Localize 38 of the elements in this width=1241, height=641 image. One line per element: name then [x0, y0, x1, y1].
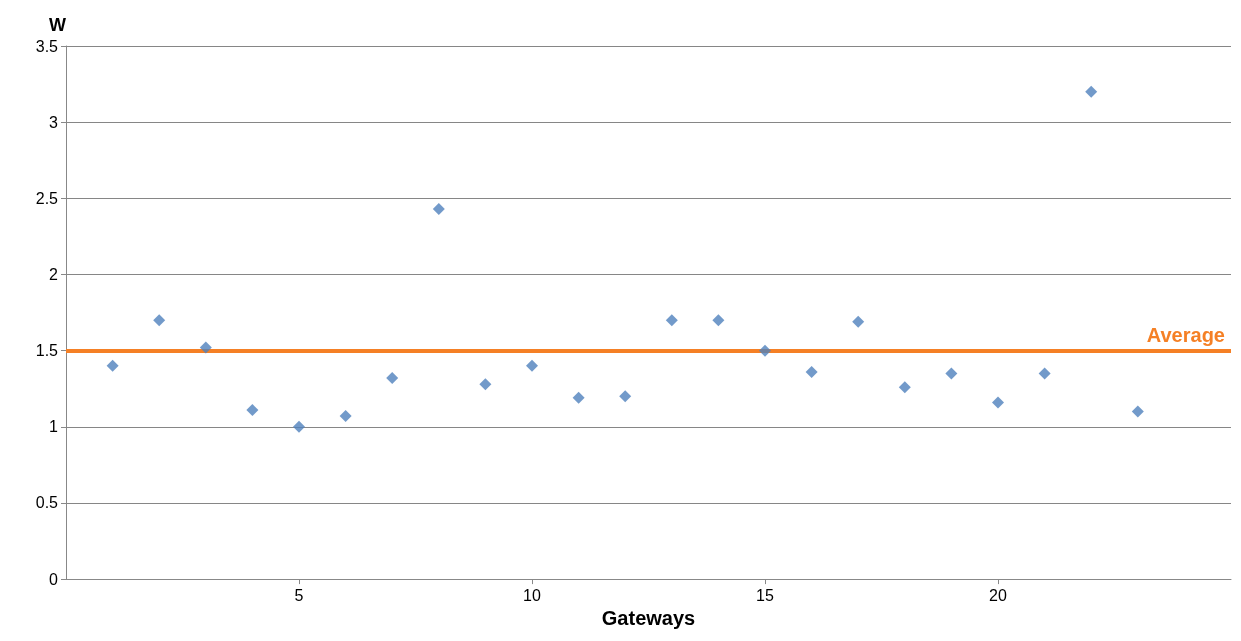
y-axis-title: W — [49, 15, 66, 35]
y-tick-label: 1.5 — [35, 342, 59, 360]
point — [293, 420, 305, 433]
point — [199, 341, 212, 354]
point — [526, 359, 538, 372]
x-tick-label: 10 — [523, 586, 541, 604]
point — [945, 367, 958, 380]
point — [665, 314, 678, 327]
point — [898, 381, 911, 394]
point — [852, 315, 865, 328]
x-tick-label: 15 — [756, 586, 774, 604]
y-tick-label: 0.5 — [35, 494, 59, 512]
point — [479, 378, 492, 391]
y-tick-label: 2 — [49, 265, 59, 283]
point — [805, 365, 818, 378]
point — [246, 404, 259, 417]
x-axis-title: Gateways — [601, 607, 696, 629]
x-tick-label: 5 — [294, 586, 304, 604]
y-tick-label: 0 — [49, 570, 59, 588]
y-tick-label: 2.5 — [35, 189, 59, 207]
x-tick-label: 20 — [989, 586, 1007, 604]
y-tick-label: 3.5 — [35, 37, 59, 55]
point — [339, 410, 352, 423]
point — [1085, 85, 1098, 98]
y-tick-label: 1 — [49, 418, 59, 436]
point — [1038, 367, 1051, 380]
point — [386, 372, 399, 385]
point — [106, 359, 119, 372]
point — [992, 396, 1004, 409]
point — [712, 314, 725, 327]
point — [572, 391, 585, 404]
point — [1131, 405, 1144, 418]
ref-line-label: Average — [1146, 323, 1225, 346]
y-tick-label: 3 — [49, 113, 59, 131]
point — [432, 202, 445, 215]
point — [619, 390, 632, 403]
point — [153, 314, 166, 327]
point — [759, 344, 771, 357]
